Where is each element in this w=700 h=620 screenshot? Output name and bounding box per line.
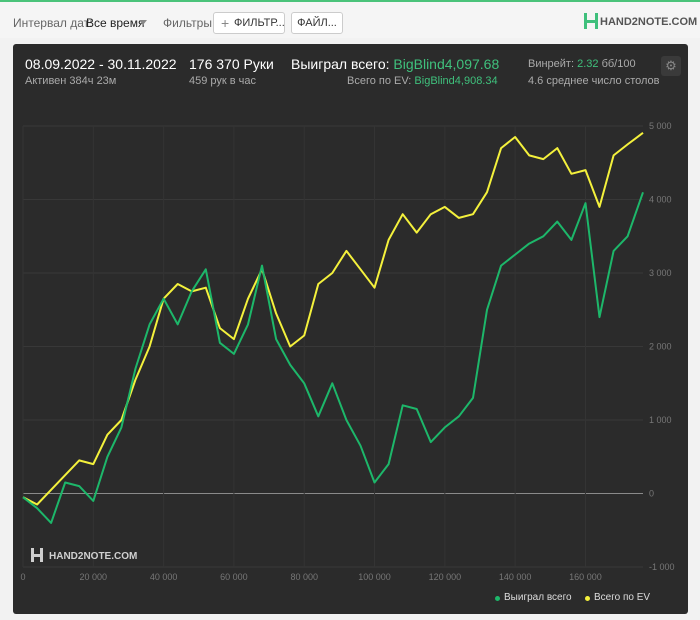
legend-won-label: Выиграл всего <box>504 592 572 603</box>
y-tick-label: 5 000 <box>649 121 672 131</box>
filters-label: Фильтры: <box>163 16 216 30</box>
filter-button-label: ФИЛЬТР... <box>234 17 285 29</box>
hands-per-hour: 459 рук в час <box>189 75 257 87</box>
date-range: 08.09.2022 - 30.11.2022 <box>25 56 177 72</box>
filter-toolbar: Интервал дат: Все время Фильтры: + ФИЛЬТ… <box>0 0 700 38</box>
x-tick-label: 60 000 <box>220 572 248 582</box>
y-tick-label: 1 000 <box>649 415 672 425</box>
winrate-value: 2.32 <box>577 58 599 70</box>
legend-won-marker <box>495 596 500 601</box>
watermark-text: HAND2NOTE.COM <box>49 551 137 562</box>
x-tick-label: 100 000 <box>358 572 391 582</box>
hand2note-logo-icon <box>584 13 598 29</box>
files-button-label: ФАЙЛ... <box>297 17 337 29</box>
gear-icon[interactable]: ⚙ <box>661 56 681 76</box>
y-tick-label: 4 000 <box>649 195 672 205</box>
series-line-ev <box>22 132 644 506</box>
total-won-label: Выиграл всего: <box>291 56 390 72</box>
filter-button[interactable]: + ФИЛЬТР... <box>213 12 285 34</box>
x-tick-label: 140 000 <box>499 572 532 582</box>
files-button[interactable]: ФАЙЛ... <box>291 12 343 34</box>
x-tick-label: 80 000 <box>290 572 318 582</box>
brand-name: HAND2NOTE.COM <box>600 16 698 28</box>
y-tick-label: 2 000 <box>649 342 672 352</box>
y-tick-label: 3 000 <box>649 268 672 278</box>
legend-ev-marker <box>585 596 590 601</box>
winrate: Винрейт: 2.32 бб/100 <box>528 58 636 70</box>
plus-icon: + <box>221 15 230 31</box>
x-tick-label: 20 000 <box>80 572 108 582</box>
series-line-won <box>22 191 644 524</box>
results-chart: -1 000 0 1 000 2 000 3 000 4 000 5 000 0 20 000 4… <box>20 121 675 582</box>
winrate-label: Винрейт: <box>528 58 575 70</box>
hands-count: 176 370 Руки <box>189 56 274 72</box>
x-tick-label: 160 000 <box>569 572 602 582</box>
total-ev-label: Всего по EV: <box>347 75 412 87</box>
y-tick-label: -1 000 <box>649 562 675 572</box>
x-tick-label: 40 000 <box>150 572 178 582</box>
winrate-unit: бб/100 <box>601 58 636 70</box>
date-interval-select[interactable]: Все время <box>86 16 145 30</box>
total-won: Выиграл всего: BigBlind4,097.68 <box>291 56 499 72</box>
date-interval-label: Интервал дат: <box>13 16 93 30</box>
x-tick-label: 0 <box>20 572 25 582</box>
hand2note-watermark-icon <box>31 548 43 562</box>
chevron-down-icon[interactable] <box>139 20 147 25</box>
active-time: Активен 384ч 23м <box>25 75 117 87</box>
total-ev-value: BigBlind4,908.34 <box>414 75 498 87</box>
y-tick-label: 0 <box>649 489 654 499</box>
total-won-value: BigBlind4,097.68 <box>393 56 500 72</box>
legend-ev-label: Всего по EV <box>594 592 651 603</box>
x-tick-label: 120 000 <box>429 572 462 582</box>
total-ev: Всего по EV: BigBlind4,908.34 <box>347 75 498 87</box>
results-graph-panel: 08.09.2022 - 30.11.2022 Активен 384ч 23м… <box>13 44 688 614</box>
avg-tables: 4.6 среднее число столов <box>528 75 660 87</box>
